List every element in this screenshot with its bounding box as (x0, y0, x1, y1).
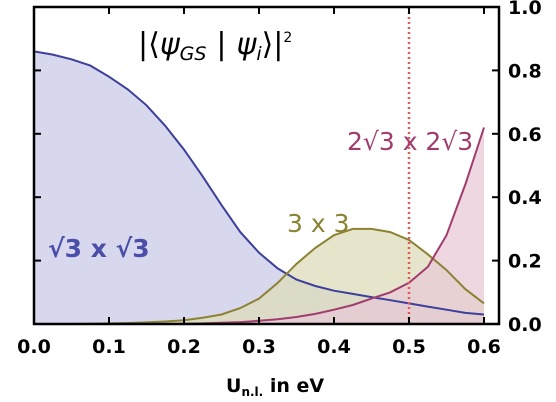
title-sub-gs: GS (180, 43, 207, 65)
series-label-3x3: 3 x 3 (287, 209, 350, 238)
x-axis-label-suffix: in eV (263, 375, 324, 397)
y-tick-label: 0.2 (508, 251, 542, 273)
series-areas (34, 51, 484, 325)
series-area-0 (34, 51, 484, 325)
series-label-2sqrt3: 2√3 x 2√3 (347, 127, 473, 156)
x-axis-label-main: U (226, 375, 241, 397)
x-axis-label-subscript: n.l. (241, 385, 263, 399)
y-tick-label: 0.6 (508, 124, 542, 146)
y-axis-ticks: 0.0 0.2 0.4 0.6 0.8 1.0 (34, 0, 542, 336)
x-tick-label: 0.0 (17, 336, 51, 358)
title-close: ⟩| (262, 27, 284, 62)
x-tick-label: 0.3 (242, 336, 276, 358)
series-label-sqrt3: √3 x √3 (48, 234, 150, 263)
chart-title: |⟨ψGS | ψi⟩|2 (138, 27, 292, 65)
x-tick-label: 0.5 (392, 336, 426, 358)
plot-frame (32, 5, 501, 326)
x-tick-label: 0.6 (467, 336, 501, 358)
title-psi-i: ψ (237, 27, 258, 62)
y-tick-label: 0.8 (508, 60, 542, 82)
x-tick-label: 0.1 (92, 336, 126, 358)
y-tick-label: 0.0 (508, 314, 542, 336)
y-tick-label: 0.4 (508, 187, 542, 209)
title-sub-i: i (256, 43, 262, 65)
title-superscript: 2 (283, 30, 292, 46)
x-tick-label: 0.4 (317, 336, 351, 358)
series-area-2 (34, 127, 484, 324)
y-tick-label: 1.0 (508, 0, 542, 19)
title-open: |⟨ (138, 27, 160, 62)
x-tick-label: 0.2 (167, 336, 201, 358)
x-axis-label: Un.l. in eV (226, 375, 324, 399)
title-separator: | (216, 27, 226, 62)
title-psi-gs: ψ (160, 27, 181, 62)
x-axis-ticks: 0.0 0.1 0.2 0.3 0.4 0.5 0.6 (17, 7, 501, 358)
